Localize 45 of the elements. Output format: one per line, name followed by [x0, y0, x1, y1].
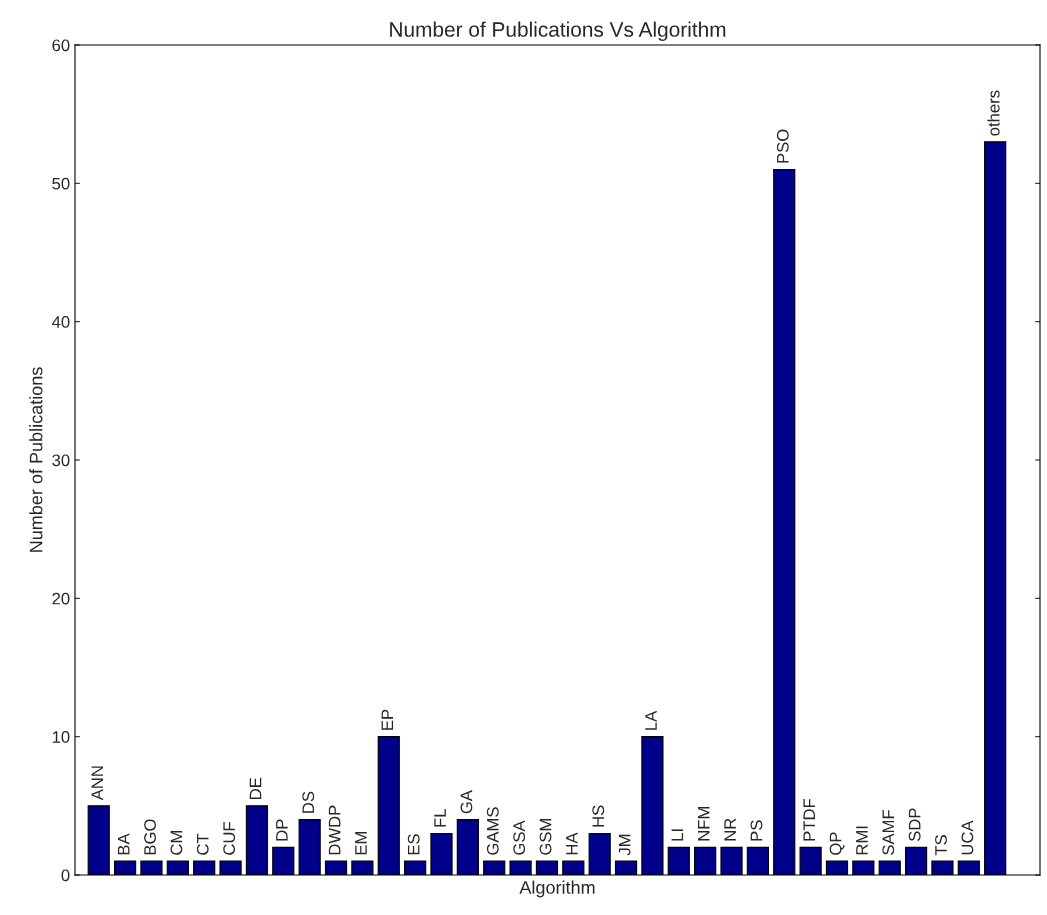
y-tick-label: 30 [52, 454, 70, 467]
y-tick-label: 10 [52, 731, 70, 743]
x-tick-label: ES [407, 834, 420, 855]
x-tick-label: UCA [961, 820, 974, 855]
x-tick-label: EM [355, 832, 367, 855]
x-tick-label: CT [196, 833, 209, 855]
x-axis-title: Algorithm [519, 880, 595, 898]
x-tick-label: GA [460, 790, 473, 814]
x-tick-label: PS [750, 820, 763, 841]
x-tick-label: SAMF [882, 810, 895, 855]
x-tick-label: CM [170, 831, 183, 855]
y-tick-label: 60 [52, 39, 70, 52]
x-tick-label: others [987, 90, 1000, 136]
x-tick-label: LI [671, 829, 684, 841]
x-tick-label: NFM [697, 807, 710, 841]
y-tick-label: 50 [52, 177, 70, 190]
x-tick-label: HA [566, 832, 578, 855]
x-tick-label: GSA [513, 820, 526, 855]
x-tick-label: DWDP [328, 805, 341, 855]
x-tick-label: LA [645, 710, 657, 730]
x-tick-label: QP [829, 832, 845, 855]
x-tick-label: NR [724, 818, 736, 841]
x-tick-label: EP [381, 709, 394, 730]
y-axis-title: Number of Publications [29, 367, 43, 552]
x-tick-label: DS [302, 791, 315, 813]
x-tick-label: ANN [91, 766, 104, 801]
x-tick-label: BA [117, 833, 130, 855]
x-tick-label: TS [935, 835, 947, 856]
x-tick-label: SDP [908, 808, 921, 842]
x-tick-label: PSO [776, 129, 789, 163]
y-tick-label: 20 [52, 592, 70, 605]
x-tick-label: DP [276, 819, 288, 841]
x-tick-label: RMI [856, 826, 868, 855]
x-tick-label: CUF [223, 822, 236, 855]
x-tick-label: GAMS [486, 807, 499, 855]
x-tick-label: GSM [539, 819, 552, 855]
x-tick-label: PTDF [803, 798, 815, 841]
chart-title: Number of Publications Vs Algorithm [390, 21, 726, 41]
x-tick-label: BGO [144, 819, 156, 855]
x-tick-label: FL [434, 809, 446, 827]
x-tick-label: DE [249, 777, 262, 799]
y-tick-label: 0 [61, 869, 70, 882]
x-tick-label: HS [592, 805, 605, 827]
y-tick-label: 40 [51, 316, 70, 328]
x-tick-label: JM [618, 834, 631, 856]
